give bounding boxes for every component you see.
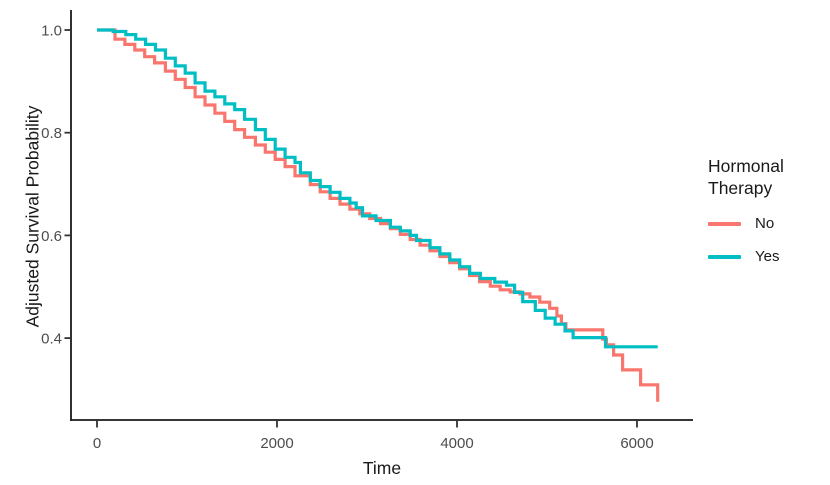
x-tick-label: 0 <box>93 435 101 452</box>
x-tick-label: 4000 <box>440 435 473 452</box>
legend-label-no: No <box>755 215 775 232</box>
y-axis-title: Adjusted Survival Probability <box>22 105 43 328</box>
legend-title: Hormonal Therapy <box>708 156 784 198</box>
y-tick-label: 1.0 <box>41 23 62 40</box>
legend-item-no: No <box>708 215 784 232</box>
legend-key-no-line <box>708 221 741 226</box>
legend-label-yes: Yes <box>755 248 780 265</box>
x-axis-title: Time <box>362 458 402 478</box>
legend-item-yes: Yes <box>708 248 784 265</box>
y-tick-label: 0.6 <box>41 228 62 245</box>
legend-key-yes-line <box>708 254 741 259</box>
x-tick-label: 2000 <box>260 435 293 452</box>
y-tick-label: 0.8 <box>41 125 62 142</box>
x-tick-label: 6000 <box>620 435 653 452</box>
legend: Hormonal Therapy No Yes <box>708 155 784 265</box>
survival-curve-no <box>97 28 660 402</box>
y-tick-label: 0.4 <box>41 331 62 348</box>
survival-curve-yes <box>97 28 658 349</box>
